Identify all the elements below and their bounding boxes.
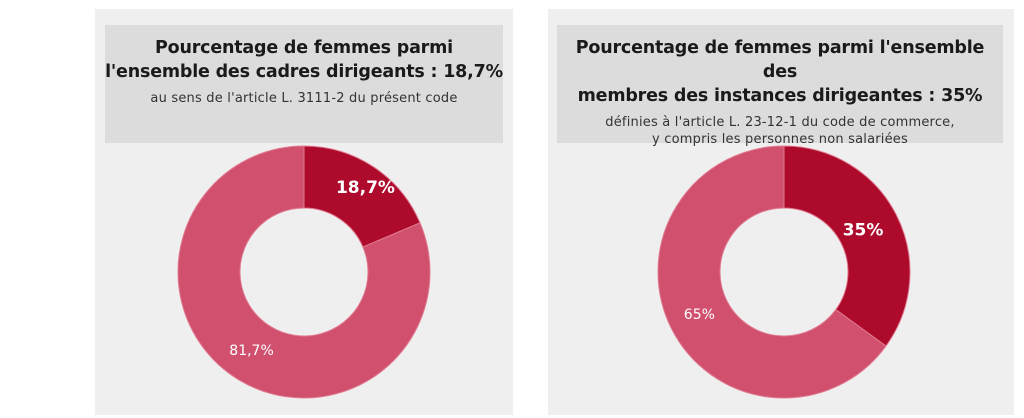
- chart-panel-left: Pourcentage de femmes parmi l'ensemble d…: [95, 9, 513, 415]
- donut-slice-0-1: [177, 145, 431, 399]
- donut-chart-right: 35% 65%: [657, 145, 911, 399]
- donut-label-1-1: 65%: [684, 307, 715, 323]
- donut-label-0-1: 81,7%: [229, 343, 273, 359]
- donut-slice-1-0: [783, 145, 911, 347]
- chart-title-left: Pourcentage de femmes parmi l'ensemble d…: [105, 38, 503, 82]
- chart-subtitle-right: définies à l'article L. 23-12-1 du code …: [605, 115, 955, 147]
- chart-title-right: Pourcentage de femmes parmi l'ensemble d…: [575, 38, 985, 106]
- chart-header-left: Pourcentage de femmes parmi l'ensemble d…: [105, 25, 503, 143]
- donut-label-0-0: 18,7%: [336, 178, 395, 198]
- donut-label-1-0: 35%: [843, 221, 884, 241]
- donut-slice-1-1: [657, 145, 887, 399]
- donut-chart-left: 18,7% 81,7%: [177, 145, 431, 399]
- chart-header-right: Pourcentage de femmes parmi l'ensemble d…: [557, 25, 1003, 147]
- chart-subtitle-left: au sens de l'article L. 3111-2 du présen…: [150, 91, 458, 106]
